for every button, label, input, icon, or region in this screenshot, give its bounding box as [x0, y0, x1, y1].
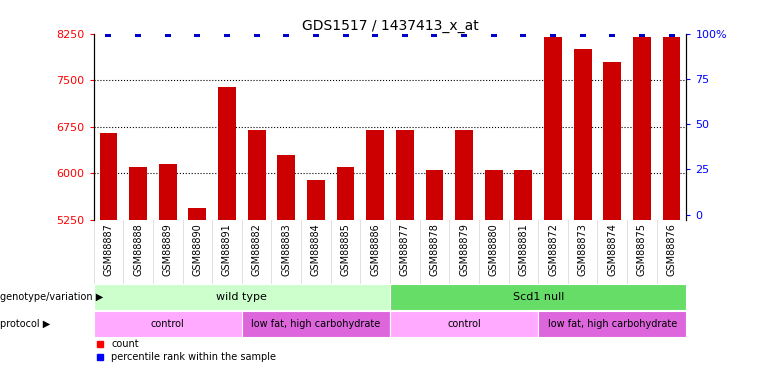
Bar [189, 208, 206, 220]
Text: GSM88889: GSM88889 [163, 223, 172, 276]
Bar [278, 155, 295, 220]
Text: GSM88883: GSM88883 [282, 223, 291, 276]
Bar [94, 285, 390, 310]
Text: GSM88878: GSM88878 [430, 223, 439, 276]
Text: Scd1 null: Scd1 null [512, 292, 564, 302]
Bar [218, 87, 236, 220]
Bar [574, 49, 591, 220]
Text: GSM88886: GSM88886 [370, 223, 380, 276]
Text: low fat, high carbohydrate: low fat, high carbohydrate [251, 319, 381, 329]
Bar [390, 311, 538, 337]
Text: GSM88884: GSM88884 [311, 223, 321, 276]
Bar [248, 130, 265, 220]
Text: GSM88891: GSM88891 [222, 223, 232, 276]
Bar [159, 164, 176, 220]
Text: GSM88876: GSM88876 [667, 223, 676, 276]
Text: GSM88880: GSM88880 [489, 223, 498, 276]
Bar [485, 170, 502, 220]
Text: protocol ▶: protocol ▶ [0, 319, 50, 329]
Bar [663, 37, 680, 220]
Text: GSM88877: GSM88877 [400, 223, 410, 276]
Text: GSM88885: GSM88885 [341, 223, 350, 276]
Bar [456, 130, 473, 220]
Bar [100, 133, 117, 220]
Text: percentile rank within the sample: percentile rank within the sample [112, 352, 276, 362]
Text: GSM88890: GSM88890 [193, 223, 202, 276]
Bar [307, 180, 324, 220]
Text: GSM88875: GSM88875 [637, 223, 647, 276]
Text: genotype/variation ▶: genotype/variation ▶ [0, 292, 103, 302]
Text: low fat, high carbohydrate: low fat, high carbohydrate [548, 319, 677, 329]
Bar [604, 62, 621, 220]
Bar [633, 37, 651, 220]
Bar [538, 311, 686, 337]
Bar [367, 130, 384, 220]
Text: GSM88872: GSM88872 [548, 223, 558, 276]
Text: control: control [447, 319, 481, 329]
Bar [129, 167, 147, 220]
Bar [544, 37, 562, 220]
Bar [94, 311, 242, 337]
Title: GDS1517 / 1437413_x_at: GDS1517 / 1437413_x_at [302, 19, 478, 33]
Bar [337, 167, 354, 220]
Bar [396, 130, 413, 220]
Text: control: control [151, 319, 185, 329]
Text: GSM88879: GSM88879 [459, 223, 469, 276]
Bar [515, 170, 532, 220]
Bar [390, 285, 686, 310]
Text: GSM88873: GSM88873 [578, 223, 587, 276]
Text: GSM88882: GSM88882 [252, 223, 261, 276]
Text: GSM88874: GSM88874 [608, 223, 617, 276]
Bar [426, 170, 443, 220]
Text: count: count [112, 339, 139, 349]
Bar [242, 311, 390, 337]
Text: GSM88881: GSM88881 [519, 223, 528, 276]
Text: GSM88887: GSM88887 [104, 223, 113, 276]
Text: GSM88888: GSM88888 [133, 223, 143, 276]
Text: wild type: wild type [216, 292, 268, 302]
